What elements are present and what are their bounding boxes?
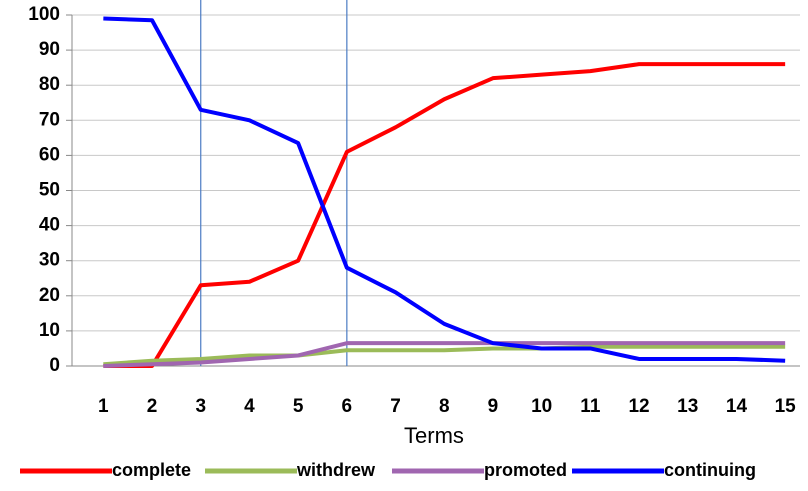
- y-tick-label: 0: [49, 355, 60, 376]
- legend-label: promoted: [484, 460, 567, 480]
- x-tick-label: 4: [244, 396, 255, 417]
- y-tick-label: 30: [39, 250, 60, 271]
- y-tick-label: 100: [28, 4, 60, 25]
- y-tick-label: 40: [39, 215, 60, 236]
- x-tick-label: 5: [293, 396, 304, 417]
- x-tick-label: 11: [580, 396, 601, 417]
- x-tick-label: 3: [195, 396, 206, 417]
- legend-label: complete: [112, 460, 191, 480]
- y-tick-label: 50: [39, 180, 60, 201]
- y-tick-label: 90: [39, 39, 60, 60]
- x-tick-label: 13: [677, 396, 698, 417]
- y-tick-label: 20: [39, 285, 60, 306]
- series-line: [103, 344, 786, 367]
- x-tick-label: 8: [439, 396, 450, 417]
- series-line: [103, 341, 786, 368]
- x-tick-label: 14: [726, 396, 748, 417]
- x-tick-label: 6: [342, 396, 353, 417]
- x-tick-label: 1: [98, 396, 109, 417]
- x-tick-label: 9: [488, 396, 499, 417]
- x-tick-label: 2: [147, 396, 158, 417]
- x-tick-label: 15: [775, 396, 797, 417]
- x-tick-label: 7: [390, 396, 401, 417]
- series-line: [103, 62, 786, 368]
- x-tick-label: 10: [531, 396, 552, 417]
- y-tick-label: 80: [39, 74, 60, 95]
- y-tick-label: 70: [39, 109, 60, 130]
- series-line: [103, 16, 786, 363]
- x-axis-label: Terms: [404, 423, 464, 448]
- x-tick-label: 12: [628, 396, 649, 417]
- y-tick-label: 60: [39, 144, 60, 165]
- y-tick-label: 10: [39, 320, 60, 341]
- legend-label: withdrew: [296, 460, 376, 480]
- legend-label: continuing: [664, 460, 756, 480]
